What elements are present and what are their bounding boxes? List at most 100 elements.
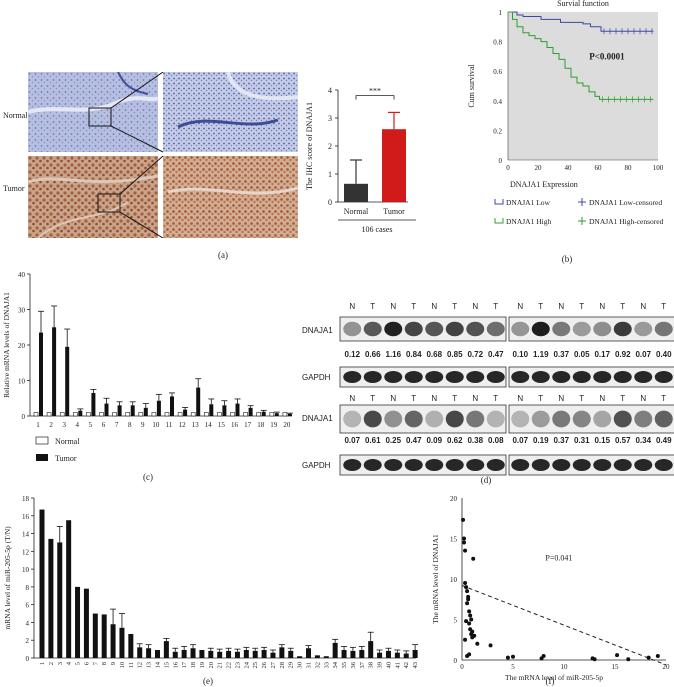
c-bar-normal xyxy=(73,412,78,417)
f-data-point xyxy=(470,629,475,634)
f-x-tick-label: 20 xyxy=(663,663,671,671)
c-x-tick-label: 9 xyxy=(141,421,145,429)
blot-row1-gapdh-band-lane-14 xyxy=(613,371,632,383)
blot-row1-gapdh-band-lane-16 xyxy=(654,371,673,383)
blot-row2-dnaja1-band-lane-5 xyxy=(425,410,444,428)
blot-row1-lane-header: T xyxy=(538,302,543,311)
c-x-tick-label: 2 xyxy=(49,421,53,429)
legend-low-label: DNAJA1 Low xyxy=(506,198,551,207)
f-data-point xyxy=(472,633,477,638)
c-x-tick-label: 20 xyxy=(283,421,291,429)
ihc-y-tick-label: 4 xyxy=(328,86,332,95)
e-bar xyxy=(412,650,418,658)
f-data-point xyxy=(461,517,466,522)
f-x-axis-label: The mRNA level of miR-205-5p xyxy=(505,673,603,682)
e-y-tick-label: 2 xyxy=(26,637,30,645)
e-y-tick-label: 0 xyxy=(26,655,30,663)
e-bar xyxy=(208,650,214,658)
e-x-tick-label: 17 xyxy=(181,661,188,668)
blot-row2-ratio-value: 0.62 xyxy=(447,436,463,445)
c-bar-normal xyxy=(204,412,209,417)
blot-row2-dnaja1-band-lane-6 xyxy=(445,410,464,428)
blot-row2-ratio-value: 0.61 xyxy=(365,436,381,445)
panel-e-label: (e) xyxy=(203,676,213,686)
legend-low-swatch xyxy=(494,199,504,205)
f-x-tick-label: 5 xyxy=(511,663,515,671)
blot-row2-ratio-value: 0.49 xyxy=(656,436,672,445)
e-bar xyxy=(137,647,143,658)
blot-row2-lane-header: T xyxy=(493,394,498,403)
blot-row1-gapdh-band-lane-5 xyxy=(425,371,444,383)
blot-row2-gapdh-band-lane-16 xyxy=(654,459,673,471)
blot-row2-ratio-value: 0.47 xyxy=(406,436,422,445)
e-x-tick-label: 33 xyxy=(323,662,330,669)
f-data-point xyxy=(467,621,472,626)
c-bar-tumor xyxy=(222,405,227,416)
c-bar-normal xyxy=(99,412,104,417)
c-bar-tumor xyxy=(130,405,135,416)
blot-row2-gapdh-band-lane-11 xyxy=(552,459,571,471)
e-bar xyxy=(323,656,329,658)
c-bar-normal xyxy=(217,412,222,417)
e-y-tick-label: 6 xyxy=(26,602,30,610)
blot-row2-gapdh-band-lane-15 xyxy=(634,459,653,471)
blot-row1-lane-header: T xyxy=(620,302,625,311)
f-p-value: P=0.041 xyxy=(545,553,572,562)
e-x-tick-label: 39 xyxy=(377,662,384,669)
survival-x-tick-label: 100 xyxy=(653,164,664,172)
blot-row2-lane-header: N xyxy=(640,394,646,403)
e-x-tick-label: 27 xyxy=(270,661,277,668)
f-data-point xyxy=(463,581,468,586)
c-x-tick-label: 19 xyxy=(270,421,278,429)
e-x-tick-label: 40 xyxy=(385,662,392,669)
panel-c-label: (c) xyxy=(143,472,153,482)
blot-row2-ratio-value: 0.07 xyxy=(344,436,360,445)
blot-row1-lane-header: N xyxy=(640,302,646,311)
legend-high-censored-label: DNAJA1 High-censored xyxy=(589,217,664,226)
e-x-tick-label: 42 xyxy=(403,662,410,669)
c-y-tick-label: 30 xyxy=(18,307,26,315)
blot-row1-lane-header: T xyxy=(411,302,416,311)
e-bar xyxy=(48,538,54,658)
e-x-tick-label: 25 xyxy=(252,662,259,669)
c-x-tick-label: 7 xyxy=(115,421,119,429)
e-bar xyxy=(368,641,374,658)
blot-row1-lane-header: N xyxy=(390,302,396,311)
e-bar xyxy=(128,634,134,658)
c-bar-tumor xyxy=(235,403,240,416)
blot-row1-target-label: DNAJA1 xyxy=(302,326,333,335)
panel-f-label: (f) xyxy=(546,676,555,686)
blot-row1-ratio-value: 0.40 xyxy=(656,350,672,359)
f-data-point xyxy=(626,657,631,662)
e-bar xyxy=(101,614,107,658)
ihc-y-tick-label: 2 xyxy=(328,142,332,151)
e-bar xyxy=(359,650,365,658)
blot-row2-dnaja1-band-lane-9 xyxy=(511,410,530,428)
blot-row1-ratio-value: 0.85 xyxy=(447,350,463,359)
e-x-tick-label: 41 xyxy=(394,662,401,669)
e-x-tick-label: 22 xyxy=(226,662,233,669)
e-bar xyxy=(66,520,72,658)
survival-x-tick-label: 0 xyxy=(506,164,510,172)
blot-row2-ratio-value: 0.31 xyxy=(574,436,590,445)
ihc-micrographs xyxy=(28,72,298,238)
ihc-y-tick-label: 1 xyxy=(328,170,332,179)
e-x-tick-label: 29 xyxy=(288,662,295,669)
e-bar xyxy=(385,650,391,658)
blot-row1-ratio-value: 1.16 xyxy=(385,350,401,359)
ihc-y-axis-label: The IHC score of DNAJA1 xyxy=(305,102,314,190)
blot-row1-lane-header: N xyxy=(517,302,523,311)
c-bar-normal xyxy=(269,412,275,417)
blot-row2-control-label: GAPDH xyxy=(302,461,331,470)
blot-row1-dnaja1-band-lane-16 xyxy=(654,321,673,337)
e-x-tick-label: 37 xyxy=(359,661,366,668)
survival-x-tick-label: 80 xyxy=(625,164,633,172)
c-bar-tumor xyxy=(183,409,188,416)
c-bar-tumor xyxy=(78,410,83,416)
e-bar xyxy=(394,652,400,658)
blot-row1-lane-header: N xyxy=(349,302,355,311)
blot-row1-gapdh-band-lane-6 xyxy=(445,371,464,383)
e-x-tick-label: 26 xyxy=(261,661,268,668)
blot-row2-gapdh-band-lane-8 xyxy=(486,459,505,471)
